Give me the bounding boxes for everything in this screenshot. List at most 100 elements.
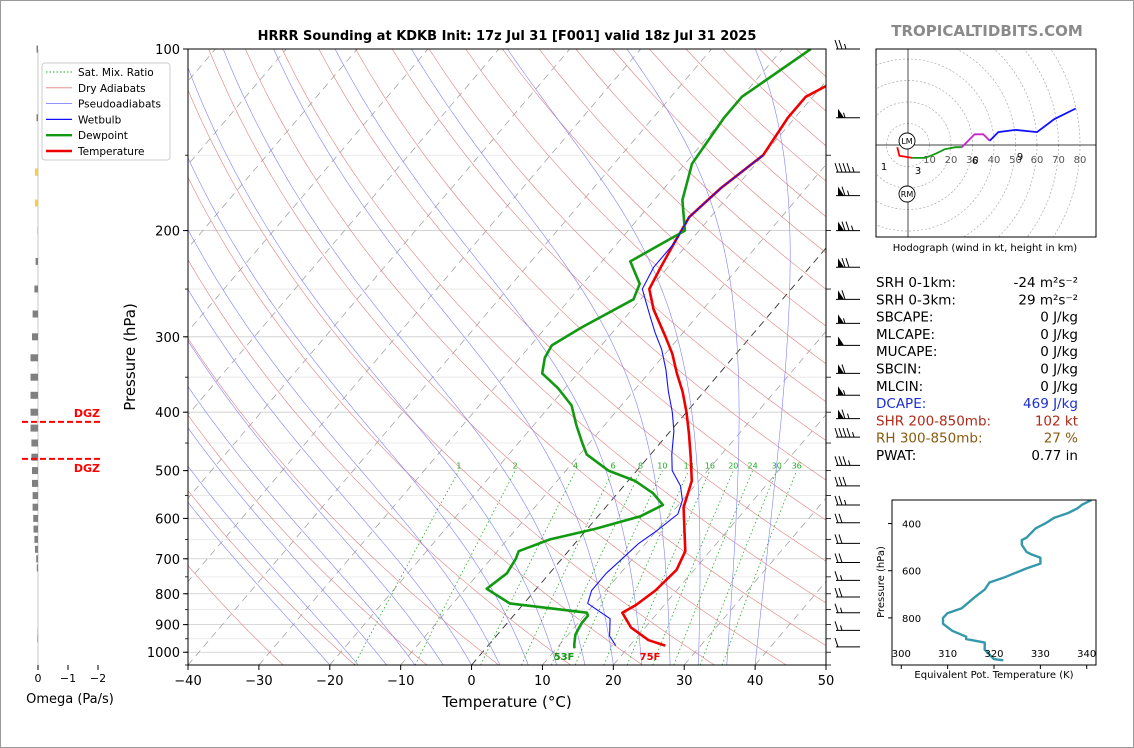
wind-barb [836, 336, 860, 346]
wind-barbs [834, 39, 860, 648]
barb-pennant [838, 409, 844, 419]
wind-barb [836, 386, 860, 396]
x-tick-label: −30 [245, 674, 272, 689]
hodograph-ring-label: 10 [923, 155, 936, 166]
dry-adiabat [188, 259, 571, 665]
x-tick-label: 30 [676, 674, 693, 689]
omega-bar [32, 467, 38, 475]
pseudoadiabat [188, 229, 501, 665]
mixratio-line [480, 470, 576, 665]
barb-flag [834, 534, 839, 544]
pseudoadiabat [188, 427, 387, 665]
mixratio-label: 36 [792, 462, 802, 471]
hodograph-ring-label: 80 [1074, 155, 1087, 166]
legend-entry: Pseudoadiabats [78, 99, 161, 111]
hodograph-segment [961, 133, 991, 148]
barb-half-flag [840, 607, 843, 613]
mixratio-line [721, 470, 798, 665]
barb-half-flag [844, 499, 847, 506]
barb-half-flag [848, 460, 851, 466]
barb-pennant [838, 386, 844, 396]
omega-bar [32, 503, 38, 511]
storm-motion-marker [898, 132, 916, 150]
dry-adiabat [502, 49, 826, 365]
index-value: 27 % [1044, 431, 1078, 447]
mixratio-label: 8 [638, 462, 643, 471]
profile-lines [485, 49, 826, 649]
omega-bar [36, 45, 38, 53]
index-label: RH 300-850mb: [876, 431, 983, 447]
y-tick-label: 900 [155, 619, 180, 634]
isotherm [542, 330, 826, 665]
index-label: SBCIN: [876, 362, 922, 378]
wind-barb [834, 534, 860, 544]
barb-flag [841, 364, 846, 374]
barb-flag [841, 258, 846, 268]
x-tick-label: −10 [387, 674, 414, 689]
barb-flag [842, 456, 847, 466]
omega-label: Omega (Pa/s) [26, 692, 114, 707]
pseudoadiabat [507, 49, 701, 665]
wind-barb [834, 476, 860, 487]
barb-flag [834, 571, 839, 581]
index-value: 102 kt [1035, 413, 1078, 429]
omega-bar [36, 114, 38, 122]
indices-table: SRH 0-1km: -24 m²s⁻² SRH 0-3km: 29 m²s⁻² SBC… [876, 275, 1078, 464]
barb-pennant [838, 364, 844, 374]
pseudoadiabat [188, 386, 416, 665]
omega-bar [34, 535, 38, 543]
wind-barb [834, 39, 860, 50]
index-label: SHR 200-850mb: [876, 413, 991, 429]
barb-flag [834, 39, 839, 50]
omega-bar [31, 439, 38, 447]
pseudoadiabat [188, 340, 444, 665]
hodograph-panel: 10 20 30 40 50 60 70 80 1 3 6 9 LM RM Hodograph (wind… [875, 48, 1097, 254]
x-tick-label: 50 [818, 674, 835, 689]
barb-half-flag [852, 166, 855, 173]
barb-flag [842, 476, 847, 487]
theta-y-tick-label: 800 [902, 614, 921, 625]
chart-title: HRRR Sounding at KDKB Init: 17z Jul 31 [… [258, 29, 757, 44]
barb-flag [841, 290, 846, 300]
barb-half-flag [851, 225, 854, 231]
isotherm [825, 664, 826, 665]
x-tick-label: −20 [316, 674, 343, 689]
barb-flag [834, 553, 839, 563]
mixratio-line [652, 470, 734, 665]
dry-adiabat [391, 49, 826, 481]
barb-flag [834, 495, 839, 506]
barb-flag [838, 162, 843, 173]
background-lines [188, 49, 1134, 665]
storm-motion-label: RM [901, 190, 914, 199]
index-value: 0 J/kg [1040, 327, 1078, 343]
omega-bar [33, 525, 38, 533]
x-tick-label: 20 [605, 674, 622, 689]
dry-adiabat [906, 49, 1134, 665]
isotherm [188, 49, 712, 665]
barb-flag [838, 476, 843, 487]
hodograph-ring-label: 50 [1009, 155, 1022, 166]
barb-flag [842, 427, 847, 438]
wind-barb [834, 621, 860, 631]
barb-flag [838, 513, 843, 523]
wind-barb [834, 587, 860, 598]
hodograph-segment [989, 107, 1077, 142]
omega-bar [30, 424, 38, 432]
dry-adiabat [355, 49, 826, 521]
barb-flag [842, 162, 847, 173]
index-value: 469 J/kg [1023, 396, 1078, 412]
barb-half-flag [843, 390, 846, 396]
surface-dewpoint-label: 53F [554, 652, 575, 663]
dgz-label: DGZ [74, 462, 100, 475]
mixratio-line [574, 470, 663, 665]
x-tick-label: −40 [174, 674, 201, 689]
wind-barb [834, 495, 860, 506]
mixratio-label: 2 [513, 462, 518, 471]
omega-bar-yellow [35, 199, 38, 207]
barb-pennant [838, 108, 844, 118]
dry-adiabat [188, 337, 499, 665]
dewpoint-line [485, 49, 812, 649]
wind-barb [836, 221, 860, 232]
barb-half-flag [840, 625, 843, 631]
mixratio-label: 1 [456, 462, 461, 471]
